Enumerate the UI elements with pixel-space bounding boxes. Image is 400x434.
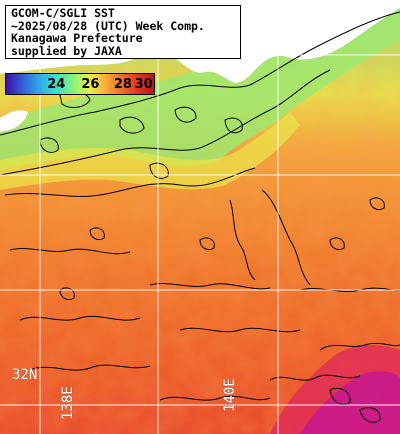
colorbar-tick-24: 24 xyxy=(47,77,66,92)
mid-water-band xyxy=(0,112,300,190)
hot-water-patch xyxy=(300,371,400,434)
sst-contours xyxy=(0,11,400,423)
lon-label-140e: 140E xyxy=(222,378,238,412)
title-box: GCOM-C/SGLI SST ~2025/08/28 (UTC) Week C… xyxy=(5,5,241,59)
lat-label-32n: 32N xyxy=(12,367,38,383)
title-line-1: GCOM-C/SGLI SST xyxy=(11,6,115,20)
lon-label-138e: 138E xyxy=(60,386,76,420)
colorbar-tick-26: 26 xyxy=(81,77,100,92)
title-line-2: ~2025/08/28 (UTC) Week Comp. xyxy=(11,18,205,33)
colorbar-tick-30: 30 xyxy=(134,77,153,92)
title-line-3: Kanagawa Prefecture xyxy=(11,31,143,45)
colorbar-tick-28: 28 xyxy=(113,77,132,92)
land-cape xyxy=(0,110,28,132)
sst-colorbar: 24 26 28 30 xyxy=(5,73,155,95)
title-line-4: supplied by JAXA xyxy=(11,43,122,58)
